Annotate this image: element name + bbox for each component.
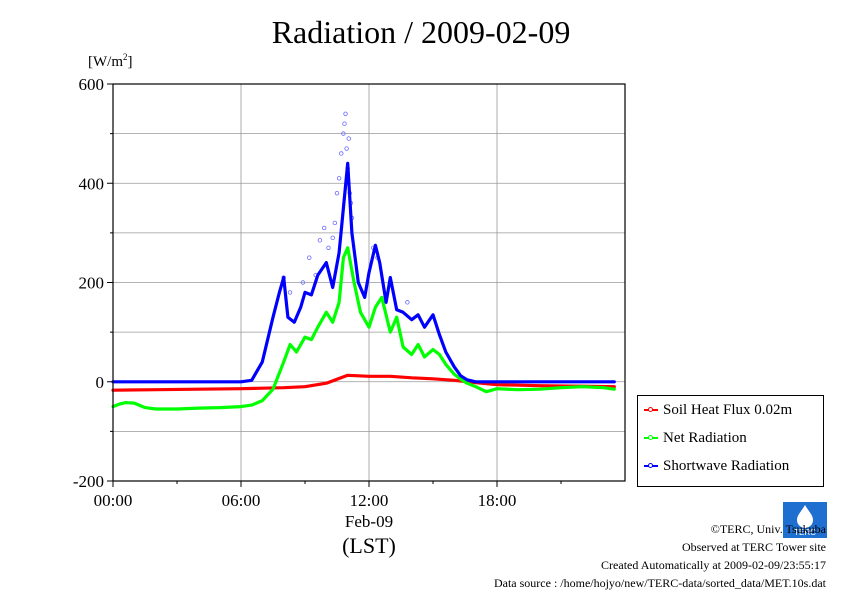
legend: Soil Heat Flux 0.02m Net Radiation Short…	[637, 395, 824, 487]
y-unit-text: [W/m	[88, 54, 123, 70]
shortwave-sample-point	[339, 151, 344, 156]
shortwave-sample-point	[341, 131, 346, 136]
y-unit-exponent: 2	[123, 52, 128, 62]
soil-heat-flux-swatch	[644, 407, 658, 412]
credits-source: Data source : /home/hojyo/new/TERC-data/…	[493, 576, 826, 590]
net-radiation-swatch	[644, 435, 658, 440]
x-date-label: Feb-09	[345, 512, 393, 531]
shortwave-radiation-swatch	[644, 463, 658, 468]
shortwave-sample-point	[332, 220, 338, 226]
y-axis-unit: [W/m2]	[88, 52, 133, 71]
shortwave-sample-point	[317, 238, 323, 243]
logo-text: TERC	[794, 528, 816, 537]
x-tick-label: 18:00	[478, 491, 517, 510]
credits-block: ©TERC, Univ. Tsukuba Observed at TERC To…	[494, 520, 826, 592]
x-tick-label: 06:00	[222, 491, 261, 510]
shortwave-sample-point	[334, 190, 340, 196]
soil-heat-flux-line	[111, 373, 616, 392]
y-tick-label: 400	[79, 174, 105, 193]
chart-title: Radiation / 2009-02-09	[271, 14, 571, 50]
shortwave-sample-point	[307, 255, 312, 260]
shortwave-sample-point	[344, 146, 349, 151]
logo-droplet	[797, 505, 813, 528]
shortwave-sample-point	[322, 225, 327, 231]
shortwave-sample-point	[300, 280, 306, 285]
legend-label-soil-heat-flux: Soil Heat Flux 0.02m	[663, 401, 793, 418]
shortwave-sample-point	[343, 111, 348, 116]
legend-item-soil-heat-flux: Soil Heat Flux 0.02m	[638, 396, 823, 424]
legend-item-net-radiation: Net Radiation	[638, 424, 823, 452]
y-tick-label: -200	[73, 472, 104, 491]
shortwave-sample-point	[326, 245, 331, 250]
credits-created: Created Automatically at 2009-02-09/23:5…	[601, 558, 826, 572]
x-tick-label: 00:00	[94, 491, 133, 510]
plot-frame	[112, 83, 626, 482]
y-tick-label: 600	[79, 75, 105, 94]
legend-label-net-radiation: Net Radiation	[663, 429, 747, 446]
shortwave-sample-point	[287, 290, 293, 295]
shortwave-sample-point	[405, 300, 410, 305]
shortwave-sample-point	[342, 121, 347, 126]
shortwave-radiation-line	[111, 161, 616, 384]
credits-copyright: ©TERC, Univ. Tsukuba	[710, 522, 826, 536]
x-tick-label: 12:00	[350, 491, 389, 510]
y-tick-label: 0	[96, 373, 105, 392]
y-unit-close: ]	[127, 54, 133, 70]
y-tick-label: 200	[79, 274, 105, 293]
shortwave-sample-point	[330, 235, 335, 241]
credits-site: Observed at TERC Tower site	[681, 540, 826, 554]
legend-label-shortwave-radiation: Shortwave Radiation	[663, 457, 790, 474]
shortwave-sample-point	[346, 136, 351, 141]
x-axis-label: (LST)	[342, 533, 396, 558]
net-radiation-line	[111, 246, 616, 411]
terc-logo: TERC	[783, 502, 827, 538]
shortwave-sample-point	[336, 176, 342, 181]
legend-item-shortwave-radiation: Shortwave Radiation	[638, 452, 823, 480]
